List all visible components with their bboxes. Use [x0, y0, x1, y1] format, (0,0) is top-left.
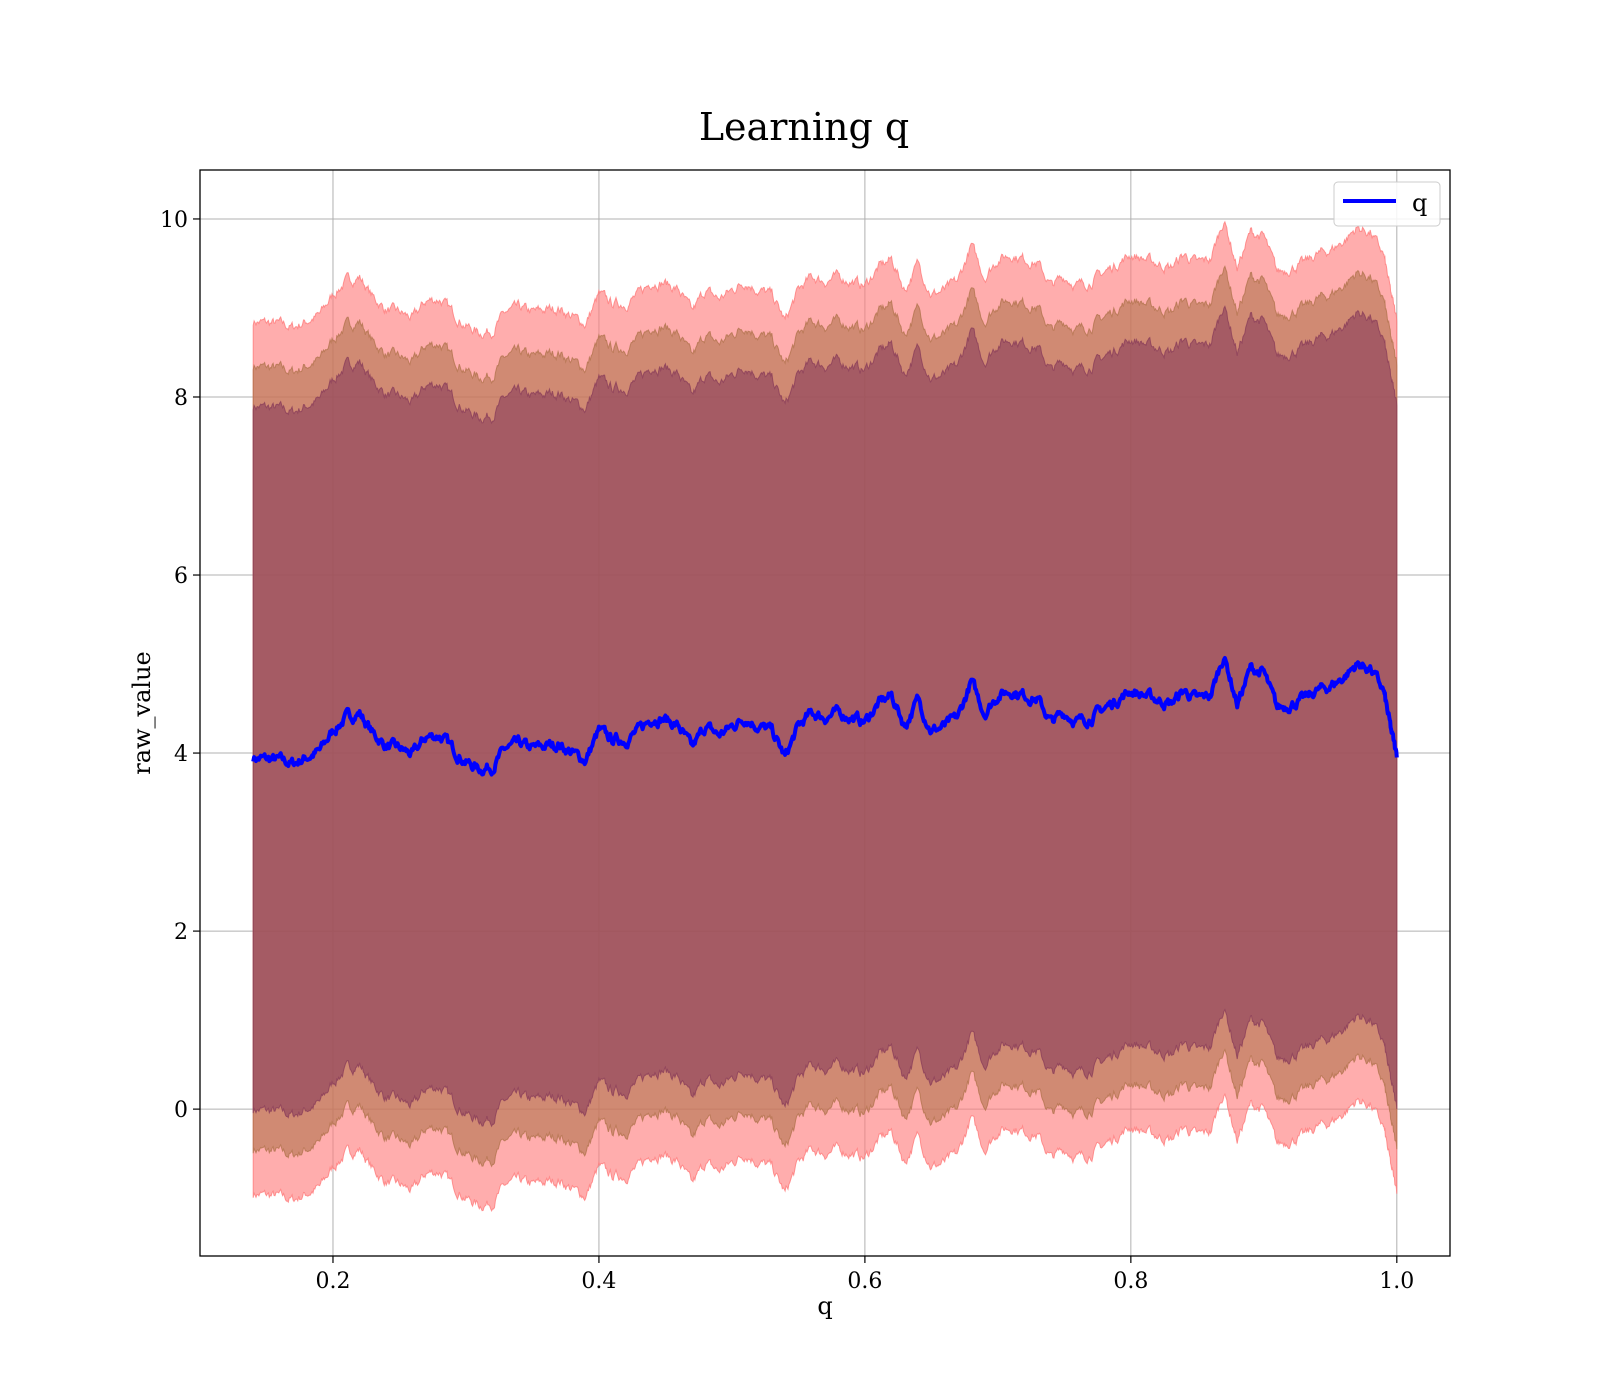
chart-title: Learning q: [699, 105, 909, 149]
axes-frame: [199, 169, 1451, 1257]
plot-area: [200, 170, 1450, 1256]
y-tick-label: 2: [174, 920, 188, 945]
legend: q: [1333, 181, 1441, 227]
x-axis-ticks: 0.2 0.4 0.6 0.8 1.0: [315, 1256, 1414, 1294]
x-tick-label: 0.8: [1113, 1269, 1148, 1294]
x-tick-label: 0.6: [847, 1269, 882, 1294]
confidence-band-2: [252, 305, 1398, 1128]
series-line-q: [251, 656, 1399, 777]
y-tick-label: 8: [174, 386, 188, 411]
y-axis-label: raw_value: [128, 651, 156, 775]
x-tick-label: 0.2: [315, 1269, 350, 1294]
y-tick-label: 10: [160, 208, 188, 233]
y-tick-label: 6: [174, 564, 188, 589]
y-axis-ticks: 0 2 4 6 8 10: [160, 208, 200, 1123]
legend-label-q: q: [1412, 189, 1427, 217]
y-tick-label: 0: [174, 1098, 188, 1123]
confidence-bands: [252, 220, 1398, 1212]
y-tick-label: 4: [174, 742, 188, 767]
series-lines: [251, 656, 1399, 777]
legend-box: [1333, 181, 1441, 227]
x-tick-label: 0.4: [581, 1269, 616, 1294]
x-axis-label: q: [817, 1292, 832, 1320]
x-tick-label: 1.0: [1379, 1269, 1414, 1294]
